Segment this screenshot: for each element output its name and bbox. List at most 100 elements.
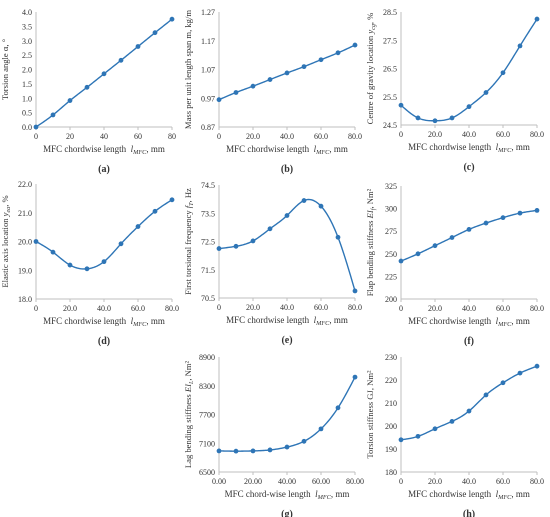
series-line — [218, 376, 356, 452]
x-axis-title: MFC chord-wise length lMFC, mm — [225, 489, 350, 501]
data-point — [50, 249, 56, 255]
data-point — [301, 64, 307, 70]
data-point — [118, 57, 124, 63]
x-axis-title: MFC chordwise length lMFC, mm — [43, 144, 165, 156]
x-tick-label: 80.0 — [348, 132, 362, 141]
y-tick-label: 8900 — [199, 353, 215, 362]
x-tick-label: 0.00 — [212, 477, 226, 486]
x-tick-label: 80 — [168, 132, 176, 141]
data-point — [398, 102, 404, 108]
data-point — [233, 90, 239, 95]
x-tick-label: 20.0 — [428, 477, 442, 486]
y-tick-label: 8300 — [199, 382, 215, 391]
data-point — [216, 97, 222, 103]
x-tick-label: 0 — [399, 477, 403, 486]
data-point — [335, 405, 341, 411]
x-tick-label: 20.00 — [244, 477, 262, 486]
data-point — [432, 118, 438, 124]
y-axis-title: Elastic axis location yea, % — [0, 195, 12, 287]
data-point — [466, 408, 472, 414]
data-point — [101, 71, 107, 77]
data-point — [250, 448, 256, 454]
panel-label: (e) — [281, 335, 292, 346]
y-tick-label: 28.5 — [383, 8, 397, 17]
data-point — [135, 224, 141, 229]
data-point — [33, 124, 39, 130]
chart-panel-g: 6500 7100 7700 8300 8900 0.00 20.00 40.00 60.00 8… — [183, 353, 364, 517]
x-tick-label: 40.0 — [280, 303, 294, 312]
y-tick-label: 7100 — [199, 439, 215, 448]
y-tick-label: 225 — [385, 272, 397, 281]
y-tick-label: 18.0 — [18, 295, 32, 304]
data-point — [500, 215, 506, 221]
data-point — [101, 259, 107, 265]
y-tick-label: 250 — [385, 250, 397, 259]
data-point — [534, 208, 540, 213]
y-tick-label: 3.0 — [22, 37, 32, 46]
chart-panel-e: 70.5 71.5 72.5 73.5 74.5 0 20.0 40.0 60.0 80.0MFC… — [183, 181, 362, 346]
data-point — [284, 444, 290, 450]
y-tick-label: 4.0 — [22, 8, 32, 17]
x-tick-label: 40.0 — [462, 477, 476, 486]
chart-panel-d: 18.0 19.0 20.0 21.0 22.0 0 20.0 40.0 60.0 80.0MFC… — [0, 180, 179, 347]
data-point — [169, 197, 175, 203]
x-tick-label: 40 — [100, 132, 108, 141]
y-tick-label: 70.5 — [201, 294, 215, 303]
y-tick-label: 3.5 — [22, 22, 32, 31]
data-point — [233, 448, 239, 454]
y-tick-label: 24.5 — [383, 121, 397, 130]
x-tick-label: 60.0 — [496, 304, 510, 313]
panel-label: (b) — [281, 164, 293, 175]
data-point — [352, 374, 358, 380]
data-point — [301, 198, 307, 203]
y-tick-label: 21.0 — [18, 209, 32, 218]
data-point — [449, 115, 455, 121]
x-tick-label: 20.0 — [246, 132, 260, 141]
data-point — [483, 392, 489, 398]
y-tick-label: 22.0 — [18, 180, 32, 189]
y-tick-label: 0.5 — [22, 109, 32, 118]
data-point — [415, 115, 421, 121]
y-tick-label: 300 — [385, 205, 397, 214]
y-tick-label: 72.5 — [201, 238, 215, 247]
y-tick-label: 19.0 — [18, 266, 32, 275]
data-point — [466, 104, 472, 110]
data-point — [318, 426, 324, 432]
data-point — [250, 83, 256, 89]
data-point — [301, 438, 307, 444]
data-point — [50, 112, 56, 118]
x-tick-label: 40.0 — [462, 130, 476, 139]
chart-panel-b: 0.87 0.97 1.07 1.17 1.27 0 20.0 40.0 60.0 80.0MFC… — [183, 8, 362, 175]
x-tick-label: 80.0 — [530, 477, 544, 486]
y-tick-label: 20.0 — [18, 238, 32, 247]
y-tick-label: 1.27 — [201, 8, 215, 17]
panel-label: (g) — [281, 509, 293, 517]
x-tick-label: 40.00 — [278, 477, 296, 486]
data-point — [267, 77, 273, 82]
x-tick-label: 40.0 — [97, 304, 111, 313]
data-point — [267, 226, 273, 232]
x-tick-label: 60.0 — [496, 130, 510, 139]
x-tick-label: 40.0 — [280, 132, 294, 141]
data-point — [500, 380, 506, 386]
y-tick-label: 0.87 — [201, 123, 215, 132]
data-point — [152, 30, 158, 36]
x-tick-label: 80.00 — [346, 477, 364, 486]
series-line — [400, 365, 538, 441]
y-axis-title: Torsion angle α, ° — [0, 38, 10, 100]
y-axis-title: First torsional frequency fT, Hz — [183, 188, 195, 295]
y-tick-label: 1.07 — [201, 66, 215, 75]
x-tick-label: 20.0 — [428, 130, 442, 139]
y-tick-label: 220 — [385, 376, 397, 385]
x-axis-title: MFC chordwise length lMFC, mm — [226, 144, 348, 156]
data-point — [352, 42, 358, 48]
x-tick-label: 0 — [34, 132, 38, 141]
y-tick-label: 25.5 — [383, 93, 397, 102]
data-point — [135, 44, 141, 49]
x-tick-label: 80.0 — [348, 303, 362, 312]
y-tick-label: 7700 — [199, 411, 215, 420]
panel-label: (a) — [98, 164, 110, 175]
data-point — [398, 258, 404, 264]
x-tick-label: 20.0 — [63, 304, 77, 313]
